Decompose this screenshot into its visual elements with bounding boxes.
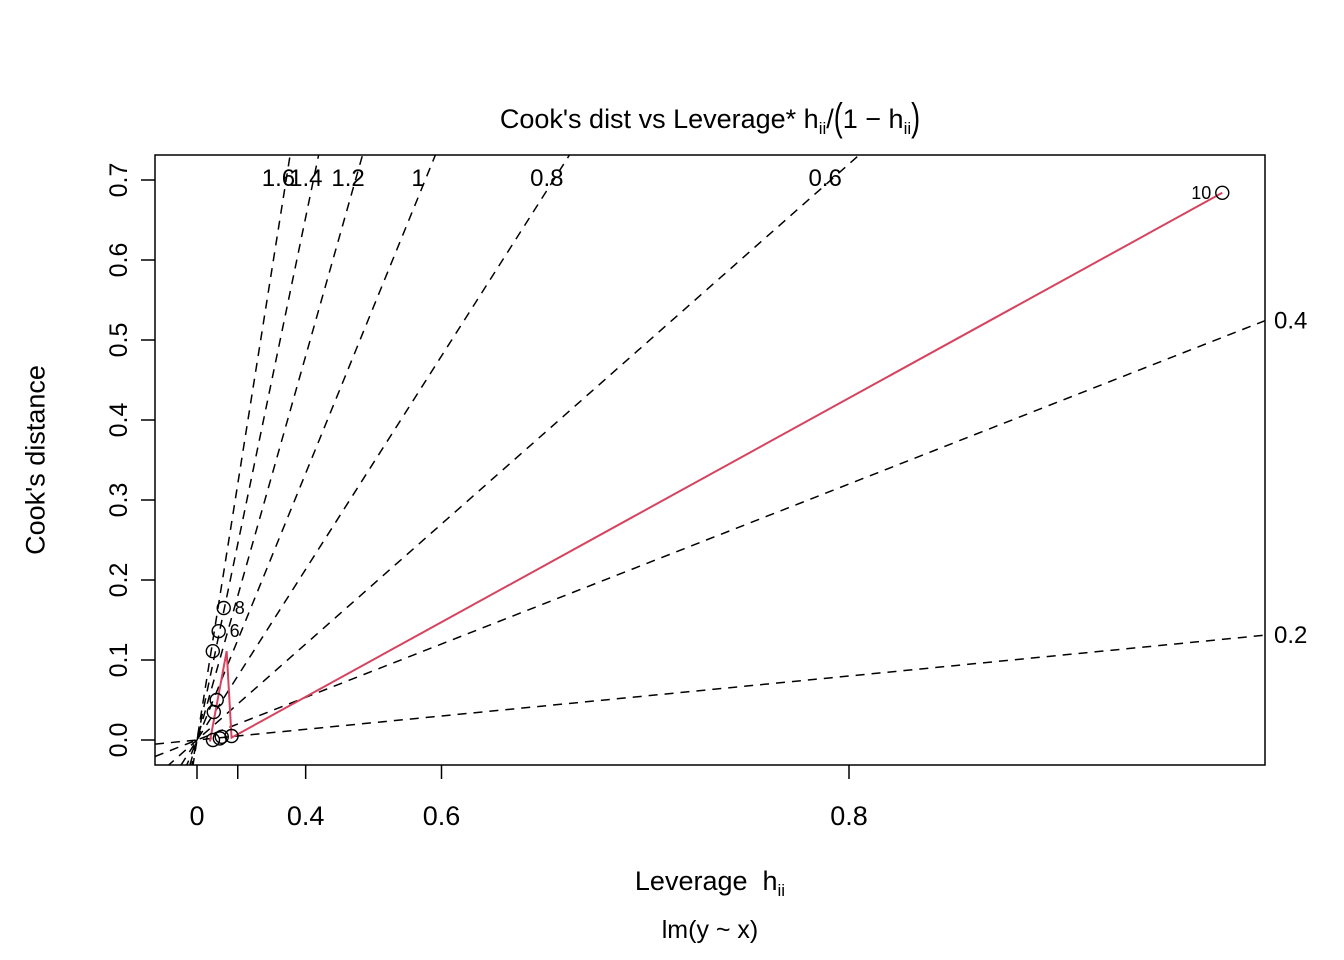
- data-point-7: [205, 644, 221, 659]
- data-point-3: [224, 728, 239, 744]
- model-call-label: lm(y ~ x): [661, 916, 759, 944]
- data-point-4: [212, 731, 228, 746]
- contour-label-top: 1.6: [262, 165, 295, 192]
- contour-label-right: 0.4: [1274, 308, 1307, 335]
- contour-line-0.2: [155, 634, 1265, 745]
- x-tick-label: 0: [189, 801, 204, 831]
- contour-label-right: 0.2: [1274, 622, 1307, 649]
- y-tick-label: 0.3: [105, 483, 133, 518]
- contour-line-1.2: [189, 155, 364, 765]
- title-rparen: ): [911, 95, 921, 140]
- y-tick-label: 0.5: [105, 323, 133, 358]
- title-lparen: (: [833, 95, 843, 140]
- x-tick-label: 0.8: [830, 801, 868, 831]
- data-point-1: [205, 732, 221, 748]
- contour-label-top: 0.6: [808, 165, 841, 192]
- contour-line-0.4: [155, 319, 1265, 758]
- x-axis-title-text: Leverage h: [634, 866, 778, 896]
- title-text: Cook's dist vs Leverage* h: [499, 104, 819, 134]
- data-point-9: [216, 600, 231, 616]
- point-id-label: 6: [230, 621, 240, 641]
- y-axis-title: Cook's distance: [20, 365, 51, 555]
- plot-border: [154, 154, 1266, 766]
- y-tick-label: 0.0: [105, 723, 133, 758]
- smooth-line: [208, 191, 1223, 742]
- contour-label-top: 1.2: [331, 165, 364, 192]
- contour-label-top: 1.4: [289, 165, 322, 192]
- y-tick-label: 0.2: [105, 563, 133, 598]
- data-point-2: [214, 729, 229, 744]
- x-tick-label: 0.6: [423, 801, 461, 831]
- y-tick-label: 0.1: [105, 643, 133, 678]
- point-id-label: 10: [1191, 183, 1211, 203]
- x-axis-title-subscript: ii: [777, 880, 786, 900]
- data-point-10: [1215, 185, 1230, 201]
- contour-line-0.8: [180, 155, 571, 765]
- contour-label-top: 0.8: [530, 165, 563, 192]
- point-id-label: 8: [235, 598, 245, 618]
- y-tick-label: 0.4: [105, 403, 133, 438]
- x-tick-label: 0.4: [287, 801, 325, 831]
- plot-area: 6 8 10: [155, 155, 1265, 765]
- chart-title: Cook's dist vs Leverage* hii/(1 − hii): [155, 96, 1265, 140]
- data-point-6: [209, 692, 224, 708]
- title-slash: /: [826, 104, 834, 134]
- title-inner: 1 − h: [842, 104, 904, 134]
- data-point-8: [211, 624, 226, 639]
- title-subscript-2: ii: [903, 118, 912, 138]
- y-tick-label: 0.6: [105, 243, 133, 278]
- x-axis-title: Leverage hii: [155, 866, 1265, 901]
- contour-line-0.6: [167, 155, 861, 765]
- contour-label-top: 1: [411, 165, 424, 192]
- y-tick-label: 0.7: [105, 163, 133, 198]
- title-subscript: ii: [818, 118, 827, 138]
